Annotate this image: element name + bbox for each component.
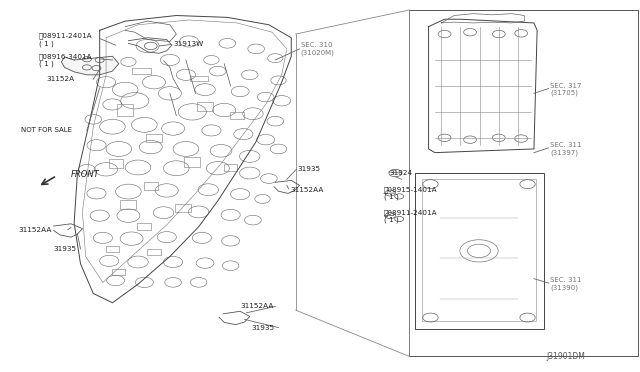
- Bar: [184, 157, 200, 167]
- Text: SEC. 310
(31020M): SEC. 310 (31020M): [301, 42, 335, 56]
- Bar: [113, 269, 125, 275]
- Bar: [422, 179, 536, 321]
- Bar: [410, 10, 638, 356]
- Text: 31935: 31935: [54, 246, 77, 252]
- Text: 31152AA: 31152AA: [290, 187, 323, 193]
- Bar: [415, 173, 543, 329]
- Bar: [120, 200, 136, 209]
- Text: 31935: 31935: [298, 166, 321, 172]
- Bar: [230, 112, 244, 119]
- Bar: [144, 182, 158, 190]
- Bar: [175, 204, 191, 212]
- Text: 31935: 31935: [251, 325, 274, 331]
- Bar: [106, 246, 119, 252]
- Text: ⓝ08915-1401A
( 1 ): ⓝ08915-1401A ( 1 ): [384, 186, 438, 201]
- Bar: [109, 159, 123, 169]
- Text: 31152AA: 31152AA: [240, 304, 273, 310]
- Bar: [138, 223, 152, 231]
- Bar: [197, 102, 213, 111]
- Text: 31913W: 31913W: [173, 41, 204, 47]
- Text: ⓝ08916-3401A
( 1 ): ⓝ08916-3401A ( 1 ): [39, 53, 93, 67]
- Text: ⓝ08911-2401A
( 1 ): ⓝ08911-2401A ( 1 ): [384, 209, 438, 224]
- Text: 31152A: 31152A: [47, 76, 75, 82]
- Bar: [147, 248, 161, 255]
- Bar: [132, 68, 151, 74]
- Text: SEC. 311
(31397): SEC. 311 (31397): [550, 142, 581, 156]
- Text: 31924: 31924: [389, 170, 412, 176]
- Text: FRONT: FRONT: [71, 170, 100, 179]
- Text: SEC. 311
(31390): SEC. 311 (31390): [550, 278, 581, 291]
- Text: J31901DM: J31901DM: [547, 352, 586, 361]
- Bar: [117, 105, 133, 116]
- Text: 31152AA: 31152AA: [19, 227, 52, 234]
- Bar: [189, 76, 207, 81]
- Text: NOT FOR SALE: NOT FOR SALE: [21, 127, 72, 134]
- Text: SEC. 317
(31705): SEC. 317 (31705): [550, 83, 581, 96]
- Bar: [224, 164, 237, 171]
- Bar: [146, 134, 162, 142]
- Polygon shape: [61, 56, 119, 75]
- Text: ⓝ08911-2401A
( 1 ): ⓝ08911-2401A ( 1 ): [39, 33, 93, 46]
